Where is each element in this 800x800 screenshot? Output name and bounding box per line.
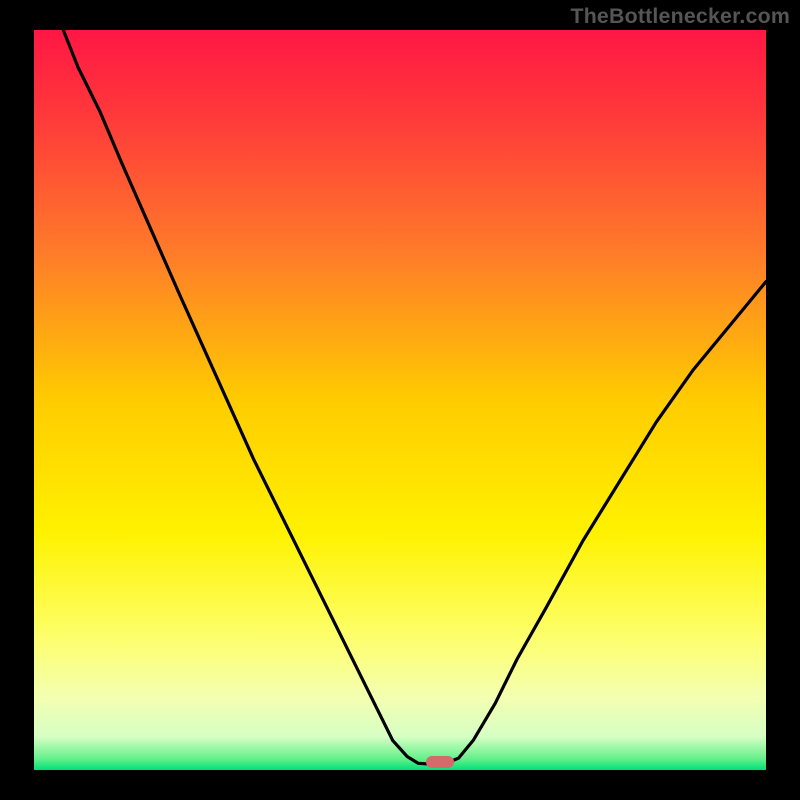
- watermark-text: TheBottlenecker.com: [570, 4, 790, 29]
- optimal-marker: [426, 756, 454, 768]
- bottleneck-curve: [34, 30, 766, 770]
- chart-frame: TheBottlenecker.com: [0, 0, 800, 800]
- plot-area: [34, 30, 766, 770]
